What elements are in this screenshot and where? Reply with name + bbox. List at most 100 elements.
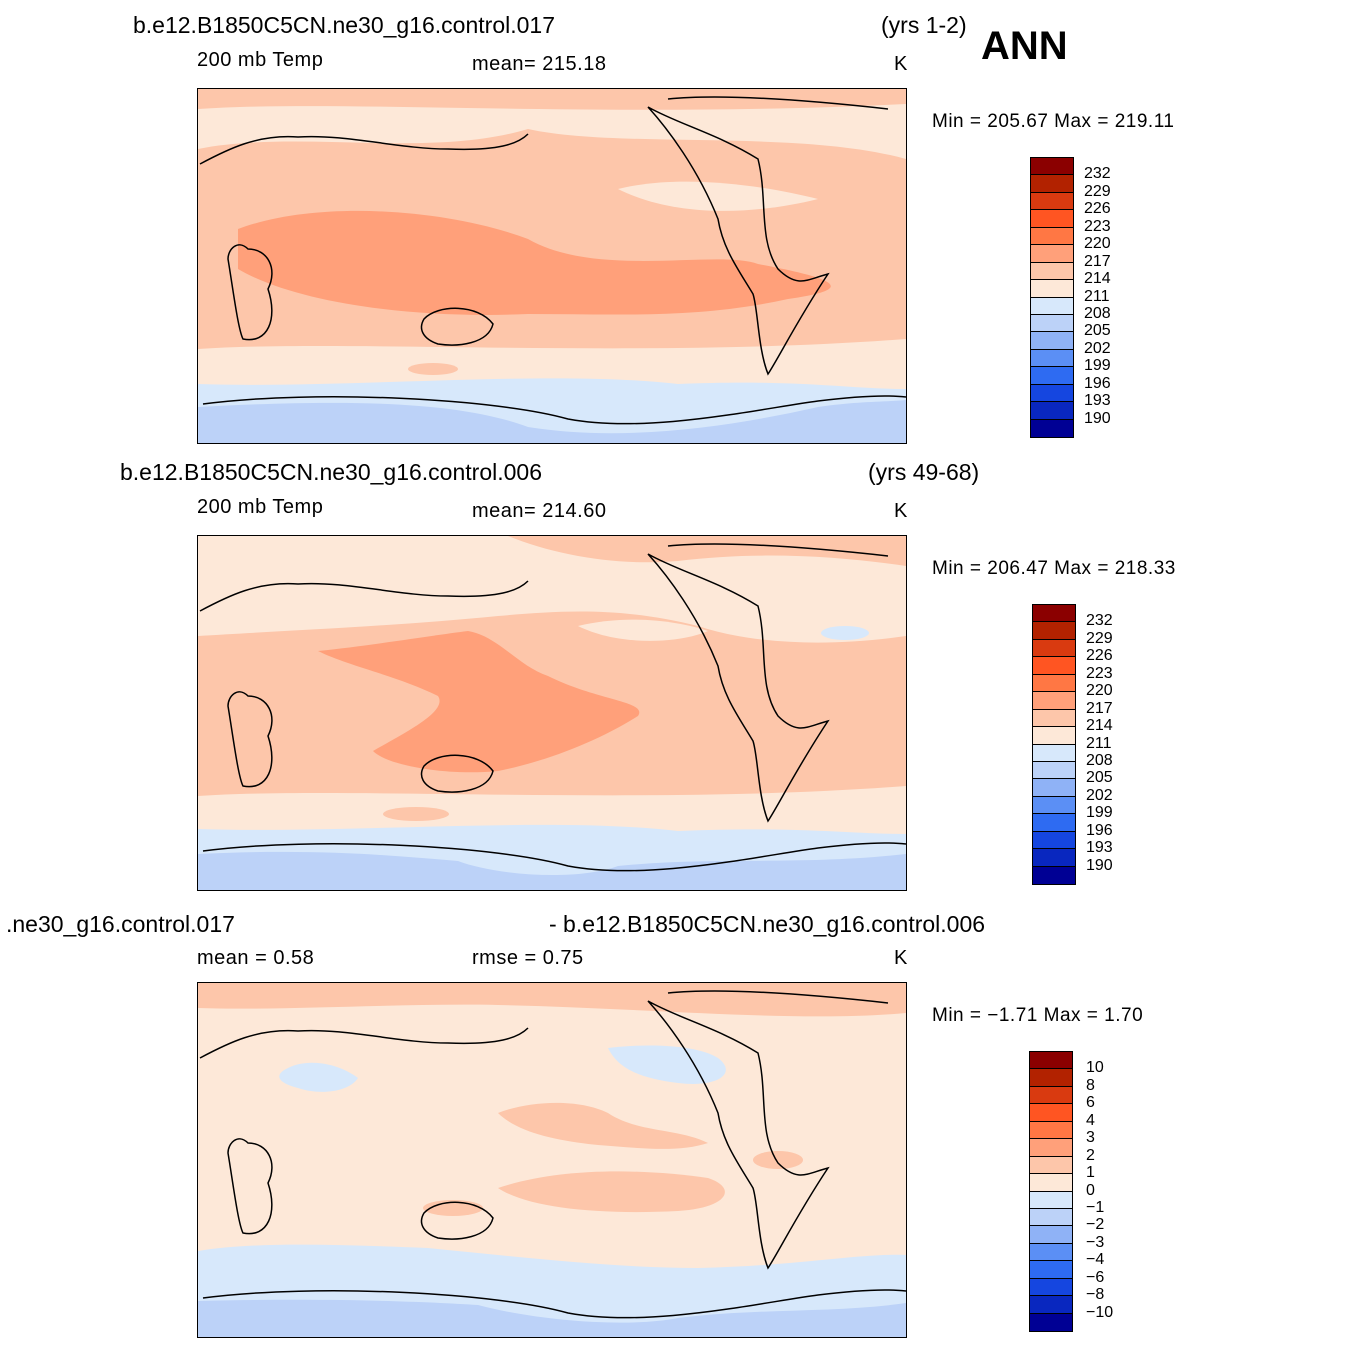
panel2-colorbar (1032, 604, 1076, 885)
colorbar-swatch (1030, 1121, 1072, 1140)
colorbar-swatch (1030, 1226, 1072, 1244)
colorbar-tick-label: 226 (1086, 647, 1113, 665)
panel2-units: K (894, 500, 908, 522)
colorbar-swatch (1030, 1156, 1072, 1175)
colorbar-swatch (1033, 866, 1075, 884)
panel1-colorbar (1030, 157, 1074, 438)
colorbar-swatch (1030, 1278, 1072, 1297)
colorbar-swatch (1033, 657, 1075, 675)
panel2-map-plot (198, 536, 906, 890)
colorbar-swatch (1033, 849, 1075, 867)
colorbar-tick-label: 202 (1084, 339, 1111, 357)
colorbar-tick-label: −8 (1086, 1286, 1105, 1304)
colorbar-swatch (1031, 210, 1073, 228)
colorbar-swatch (1030, 1139, 1072, 1157)
colorbar-tick-label: 217 (1084, 252, 1111, 270)
colorbar-tick-label: −4 (1086, 1251, 1105, 1269)
colorbar-tick-label: 211 (1084, 287, 1110, 305)
colorbar-swatch (1031, 349, 1073, 368)
colorbar-tick-label: −2 (1086, 1216, 1105, 1234)
colorbar-tick-label: 199 (1084, 357, 1111, 375)
colorbar-swatch (1033, 761, 1075, 780)
panel1-variable: 200 mb Temp (197, 49, 324, 71)
colorbar-swatch (1030, 1243, 1072, 1262)
colorbar-tick-label: 190 (1086, 856, 1113, 874)
panel1-mean: mean= 215.18 (472, 53, 607, 75)
colorbar-swatch (1033, 605, 1075, 623)
colorbar-tick-label: 229 (1084, 182, 1111, 200)
colorbar-tick-label: 220 (1084, 235, 1111, 253)
colorbar-tick-label: 196 (1086, 821, 1113, 839)
colorbar-swatch (1030, 1052, 1072, 1070)
colorbar-tick-label: −10 (1086, 1303, 1114, 1321)
tropical-warm (238, 210, 831, 315)
panel1-years: (yrs 1-2) (881, 12, 967, 38)
colorbar-swatch (1031, 192, 1073, 211)
colorbar-tick-label: 223 (1086, 664, 1113, 682)
colorbar-swatch (1031, 314, 1073, 333)
panel1-minmax: Min = 205.67 Max = 219.11 (932, 111, 1175, 132)
colorbar-tick-label: 226 (1084, 200, 1111, 218)
colorbar-tick-label: 8 (1086, 1076, 1095, 1094)
colorbar-swatch (1030, 1086, 1072, 1105)
colorbar-swatch (1031, 332, 1073, 350)
panel1-case-title: b.e12.B1850C5CN.ne30_g16.control.017 (133, 12, 555, 38)
colorbar-tick-label: 220 (1086, 682, 1113, 700)
panel3-case2-title: - b.e12.B1850C5CN.ne30_g16.control.006 (549, 911, 986, 937)
colorbar-swatch (1033, 796, 1075, 815)
colorbar-swatch (1030, 1069, 1072, 1087)
panel1-map (197, 88, 907, 444)
colorbar-tick-label: 214 (1086, 717, 1113, 735)
colorbar-tick-label: 232 (1084, 165, 1111, 183)
colorbar-tick-label: 199 (1086, 804, 1113, 822)
colorbar-swatch (1030, 1191, 1072, 1209)
panel3-map-plot (198, 983, 906, 1337)
colorbar-tick-label: 232 (1086, 612, 1113, 630)
colorbar-tick-label: −1 (1086, 1198, 1105, 1216)
colorbar-tick-label: 190 (1084, 409, 1111, 427)
colorbar-tick-label: 217 (1086, 699, 1113, 717)
colorbar-swatch (1033, 727, 1075, 745)
coastlines (199, 543, 906, 872)
colorbar-swatch (1031, 384, 1073, 403)
colorbar-swatch (1031, 280, 1073, 298)
panel2-variable: 200 mb Temp (197, 496, 324, 518)
colorbar-tick-label: 211 (1086, 734, 1112, 752)
colorbar-swatch (1031, 297, 1073, 315)
panel3-map (197, 982, 907, 1338)
colorbar-tick-label: 205 (1084, 322, 1111, 340)
arctic-band (198, 89, 906, 110)
panel3-rmse: rmse = 0.75 (472, 947, 584, 969)
colorbar-tick-label: 208 (1084, 304, 1111, 322)
colorbar-tick-label: 193 (1084, 392, 1111, 410)
colorbar-swatch (1033, 779, 1075, 797)
coastlines (199, 96, 906, 425)
colorbar-tick-label: 205 (1086, 769, 1113, 787)
colorbar-swatch (1031, 245, 1073, 263)
colorbar-tick-label: 214 (1084, 270, 1111, 288)
colorbar-swatch (1031, 175, 1073, 193)
colorbar-swatch (1031, 262, 1073, 281)
colorbar-tick-label: 10 (1086, 1059, 1104, 1077)
colorbar-tick-label: 196 (1084, 374, 1111, 392)
colorbar-swatch (1031, 227, 1073, 246)
colorbar-tick-label: 229 (1086, 629, 1113, 647)
colorbar-tick-label: −6 (1086, 1268, 1105, 1286)
panel1-map-plot (198, 89, 906, 443)
colorbar-swatch (1033, 744, 1075, 762)
colorbar-tick-label: 6 (1086, 1094, 1095, 1112)
colorbar-tick-label: 193 (1086, 839, 1113, 857)
colorbar-tick-label: 0 (1086, 1181, 1095, 1199)
colorbar-tick-label: 4 (1086, 1111, 1095, 1129)
colorbar-swatch (1033, 692, 1075, 710)
colorbar-swatch (1030, 1261, 1072, 1279)
coastlines (199, 990, 906, 1319)
colorbar-swatch (1031, 402, 1073, 420)
panel3-colorbar (1029, 1051, 1073, 1332)
colorbar-swatch (1031, 158, 1073, 176)
colorbar-swatch (1030, 1208, 1072, 1227)
panel3-minmax: Min = −1.71 Max = 1.70 (932, 1005, 1144, 1026)
panel2-case-title: b.e12.B1850C5CN.ne30_g16.control.006 (120, 459, 542, 485)
colorbar-tick-label: 1 (1086, 1164, 1095, 1182)
colorbar-tick-label: 202 (1086, 786, 1113, 804)
